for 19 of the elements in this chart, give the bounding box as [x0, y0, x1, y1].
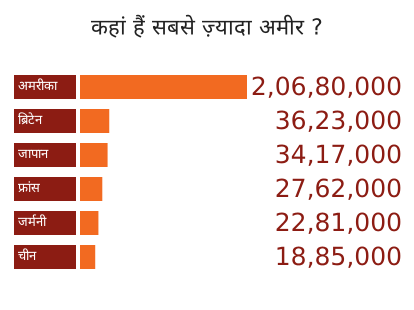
y-tick-label: चीन	[14, 245, 76, 269]
y-tick-label: अमरीका	[14, 75, 76, 99]
bar	[80, 75, 247, 99]
bar	[80, 211, 98, 235]
data-label: 22,81,000	[274, 207, 402, 239]
bar	[80, 177, 102, 201]
chart-title: कहां हैं सबसे ज़्यादा अमीर ?	[91, 14, 323, 40]
data-label: 36,23,000	[274, 105, 402, 137]
y-tick-label: फ्रांस	[14, 177, 76, 201]
data-label: 18,85,000	[274, 241, 402, 273]
bar	[80, 245, 96, 269]
data-label: 27,62,000	[274, 173, 402, 205]
y-tick-label: जर्मनी	[14, 211, 76, 235]
y-tick-label: ब्रिटेन	[14, 109, 76, 133]
bar	[80, 143, 108, 167]
y-tick-label: जापान	[14, 143, 76, 167]
data-label: 2,06,80,000	[250, 71, 402, 103]
data-label: 34,17,000	[274, 139, 402, 171]
bar	[80, 109, 110, 133]
